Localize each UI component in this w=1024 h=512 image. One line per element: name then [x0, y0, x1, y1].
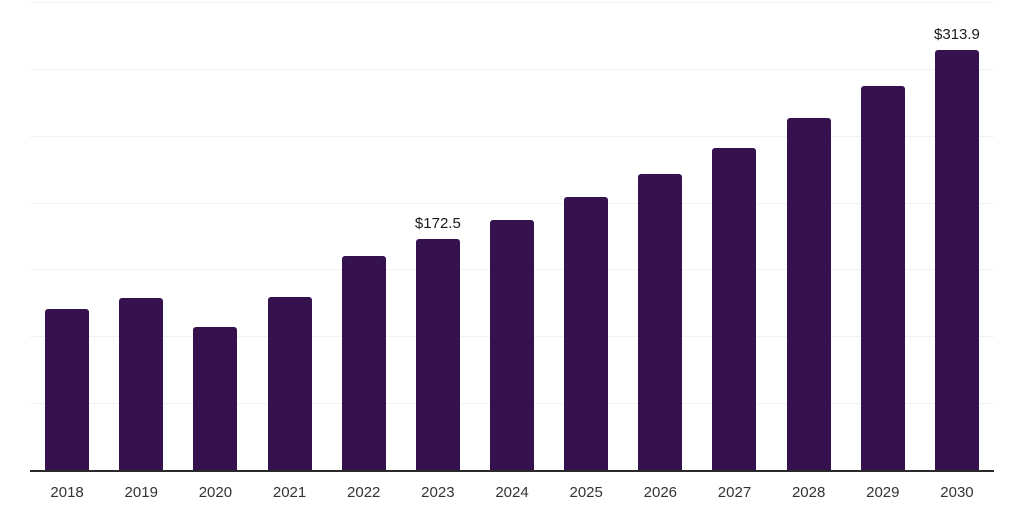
- data-label-2030: $313.9: [934, 26, 980, 44]
- bar-slot-2018: [30, 2, 104, 470]
- bar-slot-2029: [846, 2, 920, 470]
- bar-2026: [638, 174, 683, 470]
- x-tick-label-2020: 2020: [198, 484, 233, 501]
- bars-container: $172.5 $313.9: [30, 2, 994, 470]
- bar-2019: [119, 297, 164, 470]
- data-label-2023: $172.5: [414, 215, 461, 233]
- gridline-350: [30, 2, 994, 3]
- bar-2030: $313.9: [934, 26, 980, 470]
- bar-2027: [712, 148, 757, 470]
- bar-slot-2023: $172.5: [401, 2, 475, 470]
- bar-slot-2020: [178, 2, 252, 470]
- bar-2028: [786, 118, 831, 470]
- x-tick-label-2024: 2024: [495, 484, 529, 501]
- x-axis-labels: 2018 2019 2020 2021 2022 2023 2024 2025 2026 2027…: [30, 472, 994, 501]
- x-tick-label-2018: 2018: [50, 484, 84, 501]
- bar-slot-2028: [772, 2, 846, 470]
- x-tick-label-2030: 2030: [940, 484, 974, 501]
- bar-slot-2027: [697, 2, 771, 470]
- bar-2020: [193, 326, 238, 470]
- gridline-200: [30, 202, 994, 204]
- bar-slot-2025: [549, 2, 623, 470]
- bar-slot-2024: [475, 2, 549, 470]
- bar-2023: $172.5: [415, 215, 461, 470]
- bar-2025: [564, 197, 609, 470]
- x-tick-label-2022: 2022: [347, 484, 381, 501]
- bar-slot-2026: [623, 2, 697, 470]
- bar-slot-2019: [104, 2, 178, 470]
- bar-2021: [267, 296, 312, 470]
- gridline-250: [30, 135, 994, 137]
- bar-slot-2022: [327, 2, 401, 470]
- x-axis-line: [30, 470, 994, 472]
- x-tick-label-2029: 2029: [866, 484, 900, 501]
- x-tick-label-2023: 2023: [421, 484, 455, 501]
- x-tick-label-2027: 2027: [717, 484, 752, 501]
- bar-slot-2021: [252, 2, 326, 470]
- gridline-300: [30, 68, 994, 70]
- x-tick-label-2019: 2019: [124, 484, 158, 501]
- x-tick-label-2025: 2025: [569, 484, 603, 501]
- bar-2029: [860, 85, 905, 470]
- x-tick-label-2028: 2028: [791, 484, 826, 501]
- x-tick-label-2021: 2021: [272, 484, 307, 501]
- bar-2018: [45, 308, 90, 470]
- bar-2022: [341, 255, 386, 470]
- plot-area: $172.5 $313.9: [30, 2, 994, 470]
- bar-2024: [490, 220, 535, 470]
- bar-slot-2030: $313.9: [920, 2, 994, 470]
- x-tick-label-2026: 2026: [643, 484, 678, 501]
